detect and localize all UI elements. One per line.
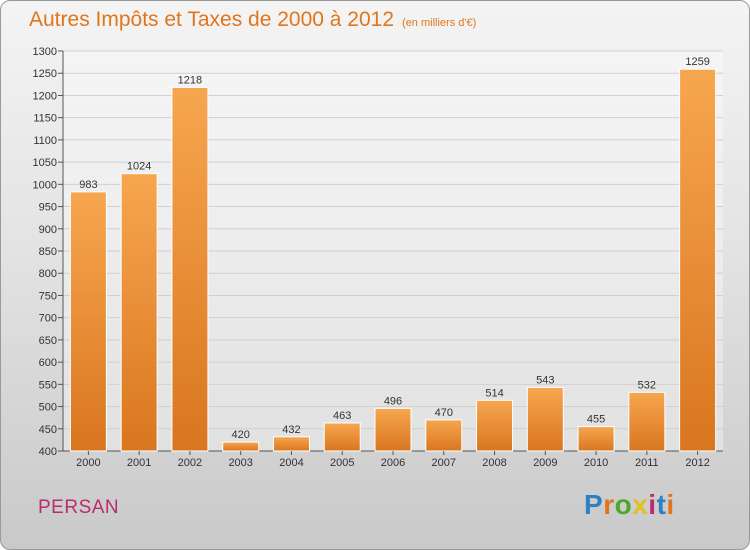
y-tick-label: 500 xyxy=(39,402,57,414)
logo-letter: i xyxy=(648,489,657,520)
y-tick-label: 400 xyxy=(39,446,57,458)
logo-letter: t xyxy=(656,489,667,520)
y-tick-label: 450 xyxy=(39,424,57,436)
x-tick-label: 2010 xyxy=(584,457,608,469)
data-label: 1024 xyxy=(127,161,151,173)
x-tick-label: 2012 xyxy=(685,457,709,469)
data-label: 470 xyxy=(435,407,453,419)
x-tick-label: 2009 xyxy=(533,457,557,469)
y-tick-label: 900 xyxy=(39,224,57,236)
proxiti-logo: Proxiti xyxy=(584,489,675,521)
x-tick-label: 2003 xyxy=(228,457,252,469)
data-label: 496 xyxy=(384,395,402,407)
bar xyxy=(69,191,107,452)
x-tick-label: 2000 xyxy=(76,457,100,469)
x-tick-label: 2004 xyxy=(279,457,303,469)
y-tick-label: 850 xyxy=(39,246,57,258)
y-tick-label: 800 xyxy=(39,268,57,280)
x-tick-label: 2005 xyxy=(330,457,354,469)
bar xyxy=(374,407,412,452)
logo-letter: r xyxy=(603,489,615,520)
y-tick-label: 1250 xyxy=(33,68,57,80)
bar xyxy=(425,419,463,452)
title-row: Autres Impôts et Taxes de 2000 à 2012 (en… xyxy=(29,8,476,32)
y-tick-label: 750 xyxy=(39,290,57,302)
chart-subtitle: (en milliers d'€) xyxy=(402,17,477,29)
data-label: 514 xyxy=(485,387,503,399)
data-label: 463 xyxy=(333,410,351,422)
x-tick-label: 2007 xyxy=(432,457,456,469)
bar xyxy=(171,86,209,452)
x-tick-label: 2006 xyxy=(381,457,405,469)
y-tick-label: 550 xyxy=(39,379,57,391)
y-tick-label: 1300 xyxy=(33,46,57,58)
y-tick-label: 1050 xyxy=(33,157,57,169)
y-tick-label: 1150 xyxy=(33,113,57,125)
bar xyxy=(120,173,158,452)
data-label: 983 xyxy=(79,179,97,191)
y-tick-label: 1100 xyxy=(33,135,57,147)
bar xyxy=(222,441,260,452)
bar xyxy=(628,391,666,452)
y-tick-label: 1200 xyxy=(33,90,57,102)
bar xyxy=(679,68,717,452)
y-tick-label: 650 xyxy=(39,335,57,347)
y-tick-label: 950 xyxy=(39,202,57,214)
data-label: 532 xyxy=(638,379,656,391)
bar xyxy=(272,436,310,452)
y-tick-label: 1000 xyxy=(33,179,57,191)
x-tick-label: 2011 xyxy=(635,457,659,469)
logo-letter: x xyxy=(632,489,649,520)
data-label: 1259 xyxy=(685,56,709,68)
data-label: 455 xyxy=(587,414,605,426)
logo-letter: o xyxy=(614,489,633,520)
commune-name: PERSAN xyxy=(38,497,120,518)
bar xyxy=(577,426,615,452)
x-tick-label: 2002 xyxy=(178,457,202,469)
logo-letter: i xyxy=(666,489,675,520)
logo-letter: P xyxy=(584,489,604,520)
y-tick-label: 700 xyxy=(39,313,57,325)
x-tick-label: 2008 xyxy=(482,457,506,469)
bar xyxy=(476,399,514,452)
bar xyxy=(526,386,564,452)
data-label: 543 xyxy=(536,374,554,386)
y-tick-label: 600 xyxy=(39,357,57,369)
chart-title: Autres Impôts et Taxes de 2000 à 2012 xyxy=(29,8,395,31)
data-label: 420 xyxy=(232,429,250,441)
data-label: 1218 xyxy=(178,74,202,86)
data-label: 432 xyxy=(282,424,300,436)
x-tick-label: 2001 xyxy=(127,457,151,469)
bar xyxy=(323,422,361,452)
